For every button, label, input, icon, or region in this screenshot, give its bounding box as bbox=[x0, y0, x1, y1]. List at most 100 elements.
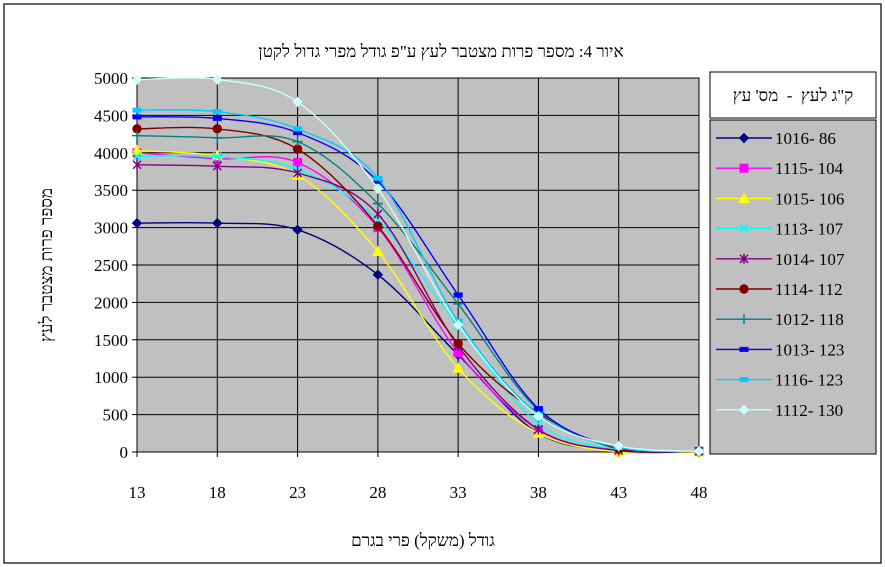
legend-marker bbox=[738, 404, 750, 416]
legend-label: 1016- 86 bbox=[775, 129, 836, 148]
series-line bbox=[136, 126, 700, 454]
data-point bbox=[372, 269, 384, 280]
legend-marker bbox=[738, 192, 750, 203]
data-point bbox=[212, 115, 222, 121]
legend-marker bbox=[739, 377, 749, 383]
data-point bbox=[533, 406, 543, 412]
data-point bbox=[212, 217, 223, 229]
data-point bbox=[453, 292, 463, 298]
legend-title: ק"ג לעץ - מס' עץ bbox=[733, 86, 854, 105]
x-axis-ticks: 13 18 23 28 33 38 43 48 bbox=[129, 452, 708, 502]
x-tick-label: 38 bbox=[530, 483, 547, 502]
data-point bbox=[131, 144, 143, 156]
data-point bbox=[693, 446, 705, 457]
data-point bbox=[373, 175, 383, 181]
data-point bbox=[293, 158, 303, 168]
x-tick-label: 48 bbox=[691, 483, 708, 502]
data-point bbox=[372, 198, 383, 209]
data-point bbox=[373, 209, 383, 220]
legend-label: 1013- 123 bbox=[775, 340, 844, 359]
data-point bbox=[533, 410, 544, 422]
x-tick-label: 23 bbox=[289, 483, 306, 502]
data-point bbox=[132, 114, 142, 120]
data-point bbox=[132, 151, 142, 162]
y-tick-label: 3500 bbox=[94, 181, 128, 200]
y-tick-label: 4500 bbox=[94, 106, 128, 125]
legend-label: 1114- 112 bbox=[775, 280, 843, 299]
data-point bbox=[212, 124, 222, 134]
y-tick-label: 3000 bbox=[94, 219, 128, 238]
data-point bbox=[132, 107, 142, 113]
legend-label: 1015- 106 bbox=[775, 189, 844, 208]
data-point bbox=[212, 74, 223, 85]
series-layer bbox=[131, 74, 705, 457]
data-point bbox=[212, 161, 222, 172]
data-point bbox=[453, 338, 463, 349]
data-point bbox=[293, 126, 303, 132]
legend-label: 1113- 107 bbox=[775, 220, 844, 239]
legend: 1016- 86 1115- 104 1015- 106 1113- 107 1014-… bbox=[716, 129, 845, 420]
legend-item: 1015- 106 bbox=[716, 189, 844, 208]
data-point bbox=[131, 217, 143, 229]
y-tick-label: 0 bbox=[120, 443, 129, 462]
data-point bbox=[132, 130, 142, 141]
legend-marker bbox=[739, 163, 749, 173]
data-point bbox=[452, 319, 464, 331]
data-point bbox=[293, 167, 303, 178]
y-axis-label: מספר פרות מצטבר לעץ bbox=[37, 188, 56, 342]
series-line bbox=[136, 77, 700, 452]
y-tick-label: 500 bbox=[103, 406, 129, 425]
x-tick-label: 43 bbox=[610, 483, 627, 502]
data-point bbox=[373, 221, 383, 231]
legend-item: 1012- 118 bbox=[716, 310, 844, 329]
legend-label: 1012- 118 bbox=[775, 310, 844, 329]
y-axis-ticks: 0 500 1000 1500 2000 2500 3000 3500 4000 4500 5000 bbox=[94, 69, 137, 462]
y-tick-label: 2000 bbox=[94, 293, 128, 312]
legend-label: 1014- 107 bbox=[775, 250, 845, 269]
legend-marker bbox=[739, 346, 749, 352]
x-tick-label: 33 bbox=[450, 483, 467, 502]
x-tick-label: 18 bbox=[209, 483, 226, 502]
data-point bbox=[212, 109, 222, 115]
y-tick-label: 1000 bbox=[94, 368, 128, 387]
data-point bbox=[212, 132, 223, 143]
legend-title-box bbox=[709, 71, 877, 119]
legend-item: 1115- 104 bbox=[716, 159, 844, 178]
data-point bbox=[211, 149, 224, 161]
legend-label: 1115- 104 bbox=[775, 159, 844, 178]
legend-marker bbox=[739, 224, 749, 234]
y-tick-label: 1500 bbox=[94, 331, 128, 350]
data-point bbox=[533, 424, 543, 435]
x-axis-label: גודל (משקל) פרי בגרם bbox=[351, 531, 495, 550]
y-tick-label: 2500 bbox=[94, 256, 128, 275]
legend-marker bbox=[738, 132, 750, 144]
legend-marker bbox=[739, 284, 749, 294]
data-point bbox=[212, 151, 222, 162]
data-point bbox=[452, 362, 464, 373]
legend-label: 1116- 123 bbox=[775, 371, 843, 390]
grid-lines bbox=[137, 78, 699, 452]
x-tick-label: 13 bbox=[129, 483, 146, 502]
data-point bbox=[292, 224, 303, 236]
data-point bbox=[372, 245, 384, 257]
data-point bbox=[613, 440, 624, 452]
series-line bbox=[136, 154, 700, 453]
data-point bbox=[132, 159, 142, 170]
legend-item: 1116- 123 bbox=[716, 371, 843, 390]
legend-item: 1016- 86 bbox=[716, 129, 836, 148]
legend-item: 1013- 123 bbox=[716, 340, 844, 359]
legend-marker bbox=[739, 314, 749, 325]
series-line bbox=[136, 109, 700, 453]
data-point bbox=[131, 74, 143, 85]
data-point bbox=[372, 183, 384, 194]
legend-marker bbox=[739, 253, 749, 264]
series-10 bbox=[131, 74, 705, 457]
legend-label: 1112- 130 bbox=[775, 401, 843, 420]
x-tick-label: 28 bbox=[369, 483, 386, 502]
y-tick-label: 5000 bbox=[94, 69, 128, 88]
data-point bbox=[453, 298, 464, 309]
legend-item: 1014- 107 bbox=[716, 250, 845, 269]
legend-item: 1112- 130 bbox=[716, 401, 843, 420]
series-line bbox=[136, 164, 700, 453]
